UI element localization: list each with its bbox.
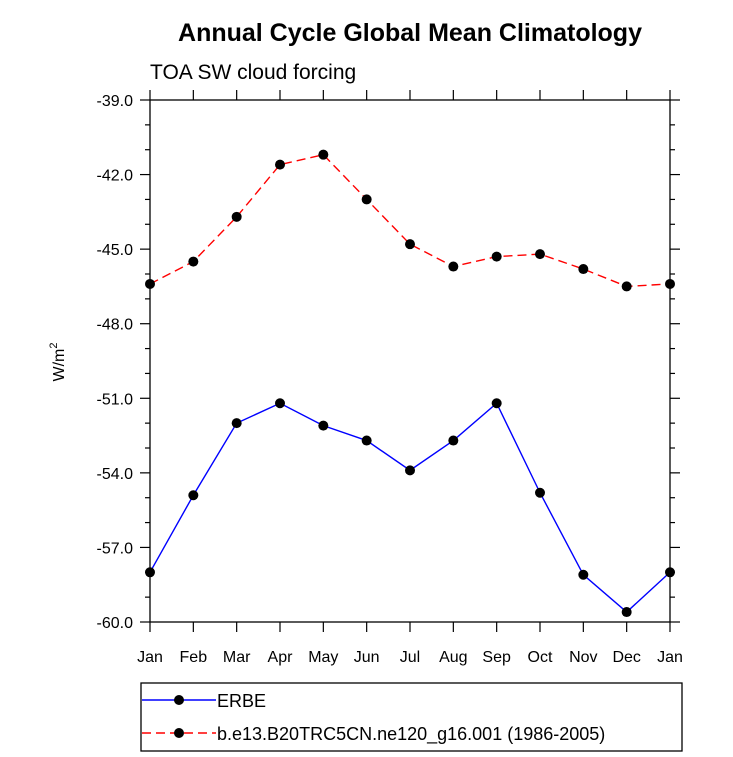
axis-ticks bbox=[140, 90, 680, 632]
x-tick-label: Feb bbox=[180, 649, 208, 666]
series-model-point bbox=[188, 256, 199, 267]
x-tick-label: Jun bbox=[354, 649, 380, 666]
series-model-line bbox=[149, 153, 671, 288]
series-erbe-point bbox=[621, 607, 632, 618]
legend-erbe-label: ERBE bbox=[217, 691, 266, 711]
series-erbe-point bbox=[318, 420, 329, 431]
series-layer bbox=[145, 149, 675, 618]
y-tick-label: -45.0 bbox=[97, 242, 134, 259]
x-tick-label: May bbox=[308, 649, 338, 666]
series-erbe-point bbox=[448, 435, 459, 446]
series-erbe-point bbox=[188, 490, 199, 501]
series-erbe-point bbox=[361, 435, 372, 446]
y-axis-label-superscript: 2 bbox=[48, 343, 60, 349]
legend-erbe-marker bbox=[174, 695, 184, 705]
y-tick-label: -60.0 bbox=[97, 615, 134, 632]
legend-items: ERBE b.e13.B20TRC5CN.ne120_g16.001 (1986-… bbox=[142, 691, 605, 745]
series-model-point bbox=[231, 211, 242, 222]
x-tick-label: Mar bbox=[223, 649, 251, 666]
series-erbe-point bbox=[578, 569, 589, 580]
y-tick-label: -51.0 bbox=[97, 391, 134, 408]
y-axis-label-group: W/m2 bbox=[48, 343, 68, 382]
y-tick-label: -48.0 bbox=[97, 317, 134, 334]
legend-box bbox=[140, 682, 683, 752]
series-erbe-point bbox=[405, 465, 415, 476]
legend: ERBE b.e13.B20TRC5CN.ne120_g16.001 (1986-… bbox=[140, 682, 683, 752]
x-tick-label: Jan bbox=[657, 649, 683, 666]
series-erbe-point bbox=[145, 567, 155, 578]
y-axis-label-unit: W/m bbox=[51, 349, 68, 382]
x-tick-label: Dec bbox=[612, 649, 640, 666]
series-model-point bbox=[491, 251, 502, 262]
series-erbe-point bbox=[491, 398, 502, 409]
series-model-point bbox=[621, 281, 632, 292]
series-erbe-point bbox=[231, 418, 242, 429]
x-tick-label: Sep bbox=[482, 649, 511, 666]
series-erbe-point bbox=[535, 487, 545, 498]
series-erbe-line bbox=[149, 402, 671, 613]
y-tick-label: -42.0 bbox=[97, 168, 134, 185]
series-model-point bbox=[405, 239, 415, 250]
series-model-point bbox=[361, 194, 372, 205]
legend-model-label: b.e13.B20TRC5CN.ne120_g16.001 (1986-2005… bbox=[217, 724, 605, 745]
series-erbe-point bbox=[665, 567, 675, 578]
chart-title: Annual Cycle Global Mean Climatology bbox=[178, 19, 642, 47]
series-model-point bbox=[665, 278, 675, 289]
y-tick-labels: -39.0 -42.0 -45.0 -48.0 -51.0 -54.0 -57.0 -60.0 bbox=[97, 93, 134, 632]
x-tick-label: Nov bbox=[569, 649, 597, 666]
series-model-point bbox=[578, 264, 589, 275]
x-tick-label: Apr bbox=[268, 649, 294, 666]
x-tick-label: Aug bbox=[439, 649, 467, 666]
legend-model-marker bbox=[174, 728, 184, 738]
series-model-point bbox=[535, 249, 545, 260]
chart-subtitle: TOA SW cloud forcing bbox=[150, 61, 356, 84]
series-model-point bbox=[448, 261, 459, 272]
x-tick-label: Jan bbox=[137, 649, 163, 666]
series-model-point bbox=[145, 278, 155, 289]
y-tick-label: -57.0 bbox=[97, 540, 134, 557]
y-axis-label: W/m2 bbox=[48, 343, 68, 382]
y-tick-label: -54.0 bbox=[97, 466, 134, 483]
series-model-point bbox=[318, 149, 329, 160]
y-tick-label: -39.0 bbox=[97, 93, 134, 110]
x-tick-labels: Jan Feb Mar Apr May Jun Jul Aug Sep Oct Nov Dec Jan bbox=[137, 649, 683, 666]
series-model-point bbox=[275, 159, 285, 170]
x-tick-label: Jul bbox=[400, 649, 420, 666]
plot-frame bbox=[149, 99, 671, 623]
series-erbe-point bbox=[275, 398, 285, 409]
x-tick-label: Oct bbox=[528, 649, 553, 666]
